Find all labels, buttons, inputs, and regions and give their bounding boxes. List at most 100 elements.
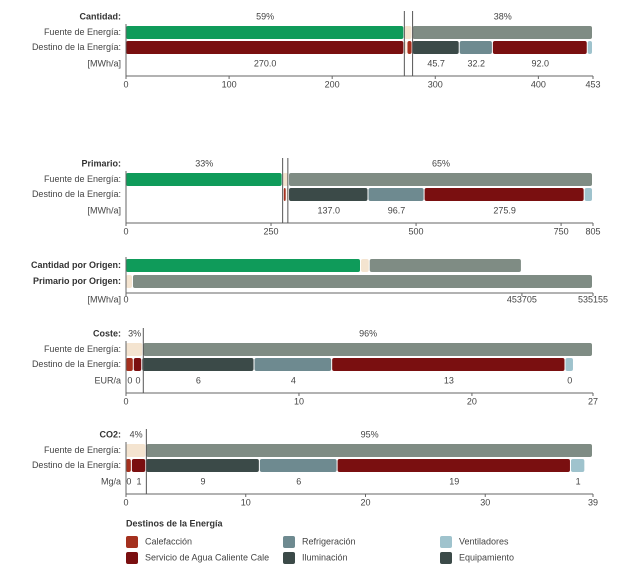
x-tick-label: 0 [123,294,128,304]
bar-segment [565,358,573,371]
legend-swatch [283,536,295,548]
segment-label: 65% [432,158,450,168]
bar-segment [126,259,361,272]
panel-title: Coste: [93,328,121,338]
bar-segment [126,26,404,39]
x-tick-label: 750 [554,226,569,236]
row-label: Destino de la Energía: [32,359,121,369]
segment-label: 270.0 [254,58,277,68]
x-tick-label: 453 [585,79,600,89]
bar-segment [132,275,593,288]
unit-label: [MWh/a] [87,58,121,68]
legend-swatch [440,552,452,564]
segment-label: 95% [361,429,379,439]
bar-segment [369,259,521,272]
row-label: Destino de la Energía: [32,42,121,52]
bar-segment [337,459,570,472]
row-label: Primario por Origen: [33,276,121,286]
bar-segment [412,41,459,54]
segment-label: 1 [137,476,142,486]
bar-segment [289,173,592,186]
bar-segment [412,26,592,39]
bar-segment [126,275,132,288]
bar-segment [126,188,283,201]
bar-segment [282,173,289,186]
legend-swatch [126,536,138,548]
segment-label: 0 [126,476,131,486]
legend-label: Servicio de Agua Caliente Cale [145,552,269,562]
x-tick-label: 0 [123,497,128,507]
segment-label: 96.7 [388,205,406,215]
unit-label: EUR/a [94,375,121,385]
bar-segment [570,459,585,472]
legend-label: Ventiladores [459,536,509,546]
x-tick-label: 27 [588,396,598,406]
bar-segment [254,358,332,371]
panel-title: CO2: [99,429,121,439]
bar-segment [407,41,412,54]
bar-segment [368,188,424,201]
bar-segment [404,26,412,39]
segment-label: 137.0 [317,205,340,215]
x-tick-label: 10 [294,396,304,406]
bar-segment [459,41,492,54]
segment-label: 13 [444,375,454,385]
x-tick-label: 250 [264,226,279,236]
bar-segment [587,41,592,54]
x-tick-label: 0 [123,396,128,406]
bar-segment [146,459,259,472]
legend-label: Equipamiento [459,552,514,562]
bar-segment [332,358,565,371]
segment-label: 92.0 [532,58,550,68]
bar-segment [289,188,368,201]
bar-segment [126,444,146,457]
x-tick-label: 10 [241,497,251,507]
segment-label: 33% [195,158,213,168]
row-label: Fuente de Energía: [44,174,121,184]
row-label: Fuente de Energía: [44,445,121,455]
bar-segment [259,459,337,472]
segment-label: 9 [201,476,206,486]
bar-segment [492,41,587,54]
x-tick-label: 535155 [578,294,608,304]
bar-segment [126,41,404,54]
bar-segment [361,259,369,272]
x-tick-label: 200 [325,79,340,89]
row-label: Fuente de Energía: [44,344,121,354]
segment-label: 6 [196,375,201,385]
legend-label: Iluminación [302,552,348,562]
segment-label: 0 [127,375,132,385]
x-tick-label: 400 [531,79,546,89]
row-label: Destino de la Energía: [32,460,121,470]
row-label: Fuente de Energía: [44,27,121,37]
legend-title: Destinos de la Energía [126,518,224,528]
unit-label: [MWh/a] [87,205,121,215]
bar-segment [404,41,407,54]
x-tick-label: 805 [585,226,600,236]
unit-label: [MWh/a] [87,294,121,304]
segment-label: 96% [359,328,377,338]
legend-swatch [283,552,295,564]
segment-label: 38% [494,11,512,21]
segment-label: 4 [291,375,296,385]
segment-label: 59% [256,11,274,21]
bar-segment [143,343,592,356]
segment-label: 6 [296,476,301,486]
legend-swatch [126,552,138,564]
x-tick-label: 100 [222,79,237,89]
bar-segment [126,358,133,371]
row-label: Destino de la Energía: [32,189,121,199]
x-tick-label: 300 [428,79,443,89]
segment-label: 3% [128,328,141,338]
segment-label: 0 [136,375,141,385]
legend-label: Calefacción [145,536,192,546]
row-label: Cantidad por Origen: [31,260,121,270]
bar-segment [283,188,286,201]
segment-label: 1 [576,476,581,486]
unit-label: Mg/a [101,476,121,486]
bar-segment [146,444,592,457]
x-tick-label: 0 [123,79,128,89]
segment-label: 4% [130,429,143,439]
x-tick-label: 0 [123,226,128,236]
